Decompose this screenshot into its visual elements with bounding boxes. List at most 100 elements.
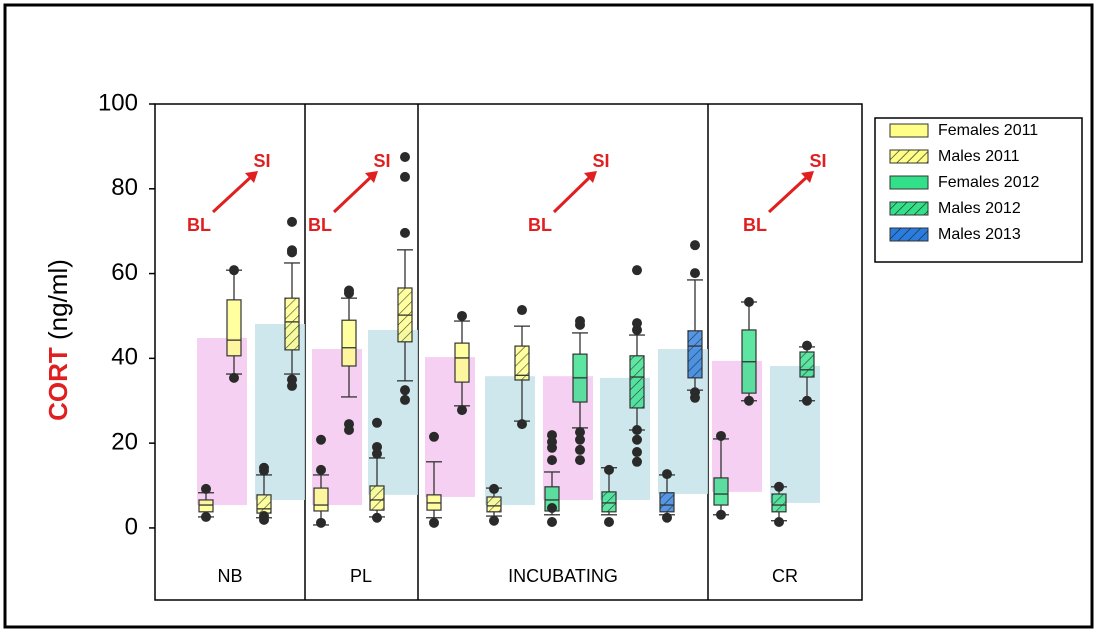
- outlier: [547, 436, 557, 447]
- outlier: [429, 517, 439, 528]
- outlier: [604, 516, 614, 527]
- outlier: [716, 430, 726, 441]
- outlier: [632, 434, 642, 445]
- y-label-main: CORT: [43, 347, 73, 421]
- legend-label: Males 2012: [938, 200, 1021, 217]
- y-tick-label: 20: [111, 428, 138, 455]
- legend-hatch: [890, 202, 928, 215]
- outlier: [372, 417, 382, 428]
- hatch: [257, 494, 271, 514]
- hatch: [285, 298, 299, 350]
- outlier: [774, 481, 784, 492]
- outlier: [400, 171, 410, 182]
- annotation-from: BL: [528, 215, 552, 235]
- outlier: [400, 394, 410, 405]
- frame: [3, 3, 1094, 629]
- legend-hatch: [890, 150, 928, 163]
- annotation-arrow: [552, 174, 593, 214]
- annotation-arrow: [332, 174, 374, 214]
- outlier: [400, 385, 410, 396]
- range-band: [368, 329, 418, 495]
- outlier: [802, 340, 812, 351]
- outlier: [316, 464, 326, 475]
- outlier: [287, 374, 297, 385]
- legend-swatch: [889, 123, 929, 138]
- box: [313, 487, 329, 512]
- annotation-arrowhead: [801, 171, 814, 183]
- annotation-to: SI: [253, 151, 270, 171]
- outlier: [547, 503, 557, 514]
- y-tick-label: 40: [111, 344, 138, 371]
- outlier: [774, 516, 784, 527]
- box: [341, 319, 357, 367]
- outlier: [201, 483, 211, 494]
- outlier: [344, 285, 354, 296]
- plot-frame: [154, 103, 863, 601]
- hatch: [370, 485, 384, 511]
- outlier: [517, 419, 527, 430]
- outlier: [632, 265, 642, 276]
- y-tick-label: 80: [111, 174, 138, 201]
- annotation-arrowhead: [584, 171, 597, 183]
- outlier: [287, 245, 297, 256]
- outlier: [690, 240, 700, 251]
- y-tick-label: 0: [125, 513, 138, 540]
- legend-hatch: [890, 228, 928, 241]
- range-band: [312, 349, 362, 506]
- annotation-to: SI: [373, 151, 390, 171]
- outlier: [400, 151, 410, 162]
- legend-label: Females 2012: [938, 174, 1039, 191]
- hatch: [800, 352, 814, 378]
- box: [713, 477, 729, 506]
- outlier: [744, 395, 754, 406]
- annotation-arrow: [767, 174, 810, 214]
- hatch: [660, 492, 674, 512]
- range-band: [485, 376, 535, 506]
- outlier: [429, 431, 439, 442]
- stage-label: PL: [350, 566, 372, 586]
- annotation-to: SI: [592, 151, 609, 171]
- outlier: [802, 395, 812, 406]
- outlier: [457, 405, 467, 416]
- range-band: [770, 365, 820, 503]
- outlier: [716, 509, 726, 520]
- outlier: [632, 447, 642, 458]
- outlier: [575, 444, 585, 455]
- stage-label: INCUBATING: [508, 566, 618, 586]
- outlier: [259, 465, 269, 476]
- range-band: [197, 338, 247, 506]
- outlier: [575, 316, 585, 327]
- stage-label: CR: [772, 566, 798, 586]
- annotation-arrowhead: [365, 171, 378, 183]
- outlier: [662, 469, 672, 480]
- hatch: [515, 346, 529, 380]
- outlier: [344, 425, 354, 436]
- outlier: [662, 512, 672, 523]
- outlier: [489, 483, 499, 494]
- outlier: [229, 265, 239, 276]
- hatch: [772, 494, 786, 512]
- annotation-from: BL: [743, 215, 767, 235]
- y-tick-label: 60: [111, 259, 138, 286]
- outlier: [489, 515, 499, 526]
- outlier: [744, 296, 754, 307]
- y-axis-label: CORT (ng/ml): [43, 259, 73, 421]
- outlier: [400, 227, 410, 238]
- hatch: [487, 496, 501, 512]
- outlier: [632, 456, 642, 467]
- outlier: [457, 310, 467, 321]
- legend-label: Females 2011: [938, 122, 1038, 139]
- y-label-unit: (ng/ml): [43, 259, 73, 340]
- outlier: [201, 511, 211, 522]
- outlier: [604, 464, 614, 475]
- outlier: [316, 434, 326, 445]
- outlier: [229, 372, 239, 383]
- outlier: [632, 425, 642, 436]
- legend-label: Males 2011: [938, 148, 1020, 165]
- outlier: [575, 455, 585, 466]
- outlier: [547, 516, 557, 527]
- legend-label: Males 2013: [938, 226, 1021, 243]
- outlier: [575, 434, 585, 445]
- outlier: [575, 427, 585, 438]
